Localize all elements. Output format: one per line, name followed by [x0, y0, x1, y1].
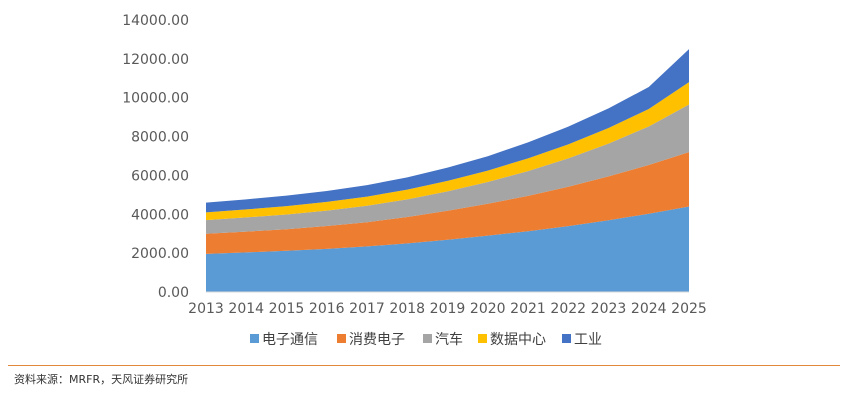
legend-swatch-3 [478, 334, 487, 343]
area-series-0 [206, 206, 689, 292]
stacked-area-chart: 0.00 2000.00 4000.00 6000.00 8000.00 10000.00… [122, 13, 707, 348]
x-tick-label: 2013 [188, 301, 224, 317]
x-tick-label: 2025 [671, 301, 707, 317]
source-note: 资料来源：MRFR，天风证券研究所 [14, 373, 189, 386]
x-tick-label: 2021 [510, 301, 546, 317]
y-tick-label: 12000.00 [122, 52, 189, 68]
x-tick-label: 2016 [309, 301, 345, 317]
area-series-2 [206, 104, 689, 234]
legend-label-1: 消费电子 [349, 332, 405, 348]
y-tick-label: 4000.00 [131, 207, 189, 223]
legend-swatch-0 [250, 334, 259, 343]
x-axis-ticks: 2013 2014 2015 2016 2017 2018 2019 2020 2021 2022… [188, 301, 707, 317]
legend-label-0: 电子通信 [262, 332, 318, 348]
x-tick-label: 2022 [550, 301, 586, 317]
x-tick-label: 2017 [349, 301, 385, 317]
x-tick-label: 2024 [631, 301, 667, 317]
x-tick-label: 2014 [228, 301, 264, 317]
legend-label-2: 汽车 [435, 331, 463, 348]
legend: 电子通信 消费电子 汽车 数据中心 工业 [250, 331, 602, 348]
area-series-1 [206, 152, 689, 254]
legend-swatch-2 [423, 334, 432, 343]
legend-label-4: 工业 [574, 332, 602, 348]
footer-divider [8, 365, 840, 366]
area-series-4 [206, 49, 689, 213]
y-tick-label: 8000.00 [131, 130, 189, 146]
legend-label-3: 数据中心 [490, 332, 546, 348]
x-tick-label: 2020 [470, 301, 506, 317]
area-layers [206, 49, 689, 292]
y-tick-label: 6000.00 [131, 168, 189, 184]
y-tick-label: 14000.00 [122, 13, 189, 29]
y-tick-label: 0.00 [158, 285, 189, 301]
y-axis-ticks: 0.00 2000.00 4000.00 6000.00 8000.00 10000.00… [122, 13, 189, 301]
legend-swatch-1 [337, 334, 346, 343]
y-tick-label: 2000.00 [131, 246, 189, 262]
x-tick-label: 2018 [389, 301, 425, 317]
x-tick-label: 2023 [591, 301, 627, 317]
x-tick-label: 2015 [269, 301, 305, 317]
x-tick-label: 2019 [430, 301, 466, 317]
y-tick-label: 10000.00 [122, 91, 189, 107]
legend-swatch-4 [562, 334, 571, 343]
